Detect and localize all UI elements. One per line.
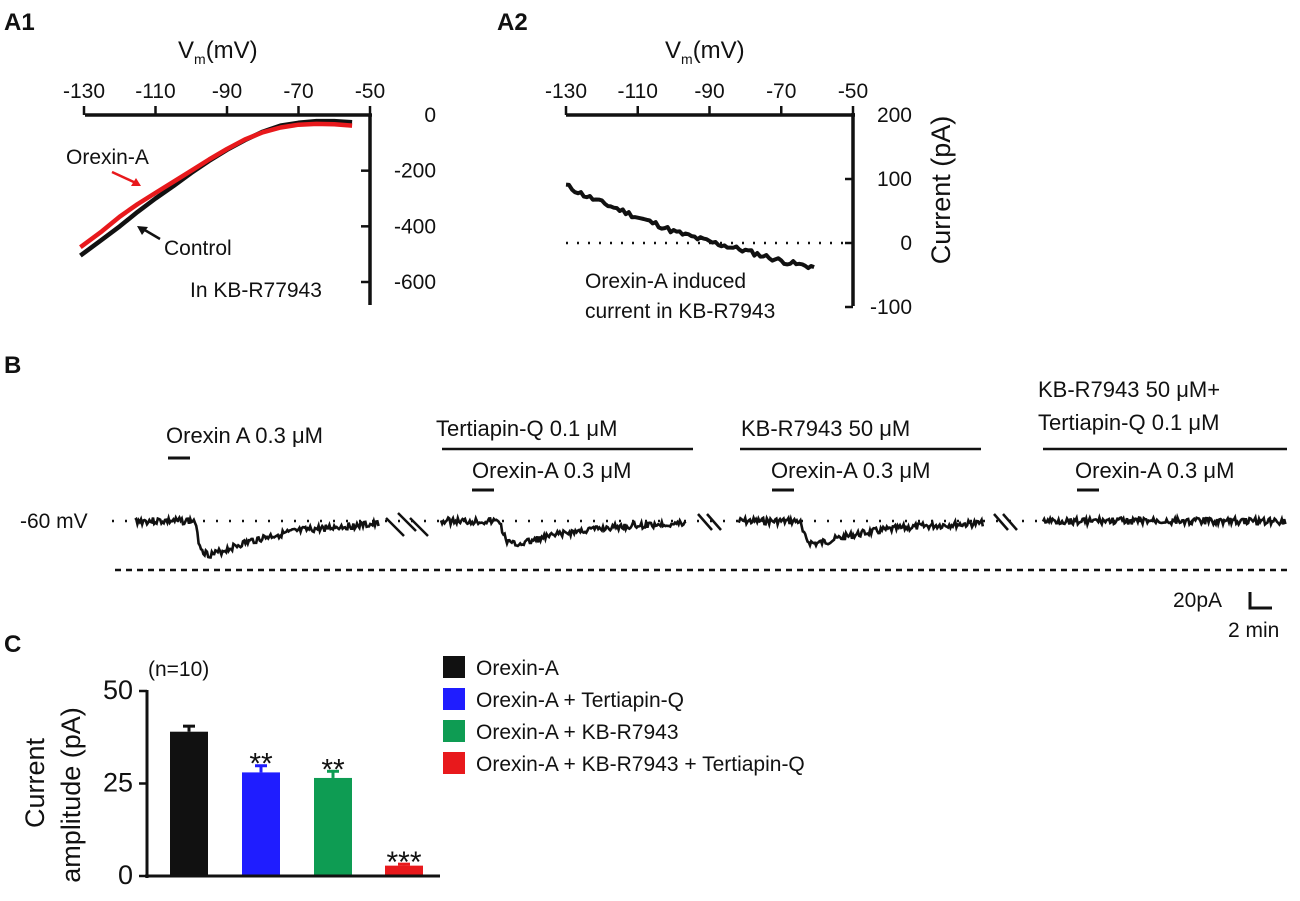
a1-series-orexin bbox=[79, 121, 353, 250]
a2-y-tick-label: 0 bbox=[900, 232, 912, 255]
c-n-label: (n=10) bbox=[148, 658, 209, 681]
b-trace3-drug-label: Orexin-A 0.3 μM bbox=[771, 458, 930, 483]
a1-condition-label: In KB-R77943 bbox=[190, 279, 322, 302]
c-legend-label: Orexin-A bbox=[476, 657, 559, 680]
a1-y-tick-label: -400 bbox=[394, 215, 436, 238]
a1-title-main: V bbox=[178, 37, 194, 64]
a1-control-arrow bbox=[142, 227, 161, 241]
a1-y-tick-label: -200 bbox=[394, 160, 436, 183]
c-y-tick-label: 25 bbox=[103, 768, 133, 798]
a2-annotation-line1: Orexin-A induced bbox=[585, 270, 746, 293]
b-trace-1 bbox=[134, 513, 380, 559]
c-legend-swatch bbox=[443, 688, 465, 710]
b-trace-3 bbox=[737, 513, 985, 550]
panel-label-b: B bbox=[4, 352, 21, 379]
a1-series-control bbox=[79, 118, 353, 258]
a2-y-tick-label: 200 bbox=[877, 104, 912, 127]
b-trace4-drug-label: Orexin-A 0.3 μM bbox=[1075, 458, 1234, 483]
panel-label-c: C bbox=[4, 631, 21, 658]
c-legend-swatch bbox=[443, 720, 465, 742]
a1-y-tick-label: -600 bbox=[394, 271, 436, 294]
a2-series-induced-current bbox=[565, 182, 815, 271]
a2-x-tick-label: -50 bbox=[838, 80, 868, 103]
a1-axis-title: Vm(mV) bbox=[178, 37, 258, 67]
chart-a2: Vm(mV) -130 -110 -90 -70 -50 200 100 0 -100 Ore… bbox=[545, 37, 956, 323]
b-holding-label: -60 mV bbox=[20, 510, 88, 533]
a2-x-tick-label: -90 bbox=[694, 80, 724, 103]
b-break-mark-3 bbox=[993, 513, 1018, 531]
c-significance-label: ** bbox=[249, 748, 273, 781]
a2-x-tick-label: -110 bbox=[618, 80, 658, 103]
b-trace1-drug-label: Orexin A 0.3 μM bbox=[166, 423, 323, 448]
a2-axis-title: Vm(mV) bbox=[665, 37, 745, 67]
a2-y-tick-label: -100 bbox=[870, 296, 912, 319]
a2-annotation-line2: current in KB-R7943 bbox=[585, 300, 775, 323]
c-legend-label: Orexin-A + KB-R7943 bbox=[476, 721, 679, 744]
c-bar bbox=[170, 731, 208, 876]
c-bar bbox=[385, 865, 423, 876]
c-y-label-line1: Current bbox=[20, 737, 50, 828]
a2-title-unit: (mV) bbox=[693, 37, 745, 64]
chart-a1: Vm(mV) -130 -110 -90 -70 -50 0 -200 -400 -600 O… bbox=[63, 37, 436, 305]
c-legend-label: Orexin-A + Tertiapin-Q bbox=[476, 689, 684, 712]
a2-title-main: V bbox=[665, 37, 681, 64]
a2-x-tick-label: -70 bbox=[766, 80, 796, 103]
a1-x-tick-label: -70 bbox=[283, 80, 313, 103]
a1-control-arrowhead bbox=[137, 226, 148, 235]
a2-y-label: Current (pA) bbox=[926, 116, 956, 265]
c-y-tick-label: 0 bbox=[118, 860, 133, 890]
b-scale-bar bbox=[1248, 592, 1272, 610]
a1-x-tick-label: -110 bbox=[135, 80, 175, 103]
c-bar bbox=[314, 777, 352, 876]
c-legend-swatch bbox=[443, 656, 465, 678]
c-significance-label: *** bbox=[386, 846, 421, 879]
a1-x-tick-label: -90 bbox=[212, 80, 242, 103]
a1-control-label: Control bbox=[164, 237, 232, 260]
b-trace2-drug-label: Orexin-A 0.3 μM bbox=[472, 458, 631, 483]
a1-title-unit: (mV) bbox=[206, 37, 258, 64]
c-bar bbox=[242, 772, 280, 876]
a1-orexin-arrowhead bbox=[131, 178, 141, 186]
a1-x-tick-label: -130 bbox=[63, 80, 105, 103]
a2-x-tick-label: -130 bbox=[545, 80, 587, 103]
c-legend-swatch bbox=[443, 752, 465, 774]
b-trace-4 bbox=[1041, 512, 1287, 530]
b-scale-current-label: 20pA bbox=[1173, 589, 1222, 612]
panel-label-a1: A1 bbox=[4, 9, 35, 36]
a2-title-sub: m bbox=[681, 51, 693, 67]
a1-x-tick-label: -50 bbox=[355, 80, 385, 103]
a1-title-sub: m bbox=[194, 51, 206, 67]
b-scale-time-label: 2 min bbox=[1228, 619, 1279, 642]
chart-b: -60 mV Orexin A 0.3 μM Tertiapin-Q 0.1 μ… bbox=[20, 377, 1290, 642]
a1-orexin-label: Orexin-A bbox=[66, 146, 149, 169]
c-legend-label: Orexin-A + KB-R7943 + Tertiapin-Q bbox=[476, 753, 805, 776]
b-break-mark-2 bbox=[697, 513, 722, 531]
c-y-label-line2: amplitude (pA) bbox=[56, 707, 86, 883]
b-trace3-mid-label: KB-R7943 50 μM bbox=[741, 416, 910, 441]
b-trace-2 bbox=[439, 513, 687, 548]
b-trace2-mid-label: Tertiapin-Q 0.1 μM bbox=[436, 416, 617, 441]
b-break-mark-1 bbox=[385, 512, 429, 537]
c-significance-label: ** bbox=[321, 753, 345, 786]
b-trace4-top-label: KB-R7943 50 μM+ bbox=[1038, 377, 1220, 402]
b-trace4-mid-label: Tertiapin-Q 0.1 μM bbox=[1038, 410, 1219, 435]
panel-label-a2: A2 bbox=[497, 9, 528, 36]
a2-y-tick-label: 100 bbox=[877, 168, 912, 191]
c-y-tick-label: 50 bbox=[103, 675, 133, 705]
a1-y-tick-label: 0 bbox=[424, 104, 436, 127]
